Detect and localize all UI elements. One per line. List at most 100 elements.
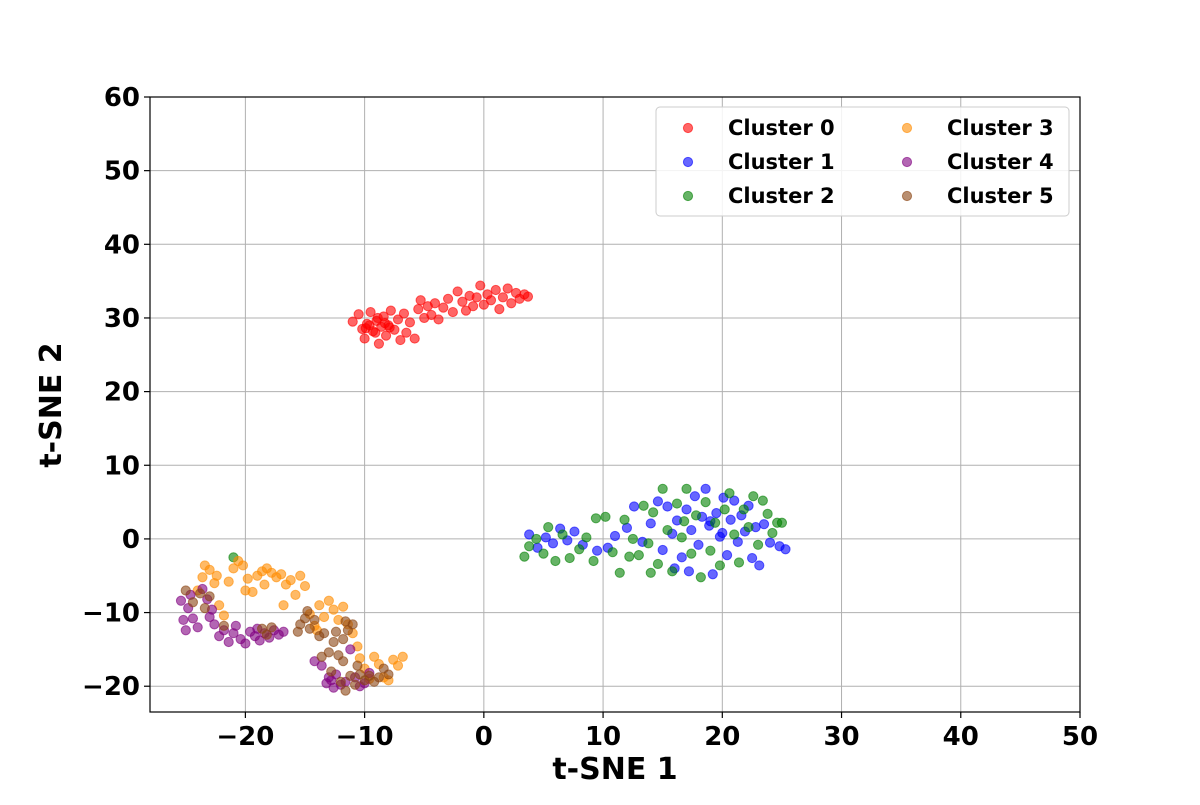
cluster-2-point — [667, 566, 678, 577]
cluster-0-point — [359, 333, 370, 344]
cluster-2-point — [676, 532, 687, 543]
cluster-5-point — [309, 614, 320, 626]
cluster-3-point — [323, 595, 334, 606]
cluster-1-point — [686, 524, 697, 536]
cluster-3-point — [278, 600, 289, 611]
cluster-2-point — [524, 541, 535, 552]
cluster-2-point — [752, 539, 764, 550]
cluster-1-point — [547, 538, 559, 549]
cluster-4-point — [254, 635, 265, 646]
cluster-4-point — [228, 628, 239, 639]
y-tick-label: 50 — [104, 157, 140, 187]
cluster-1-point — [758, 519, 770, 530]
cluster-4-point — [209, 619, 220, 630]
cluster-4-point — [223, 636, 234, 648]
y-tick-label: 0 — [122, 525, 140, 555]
cluster-2-point — [645, 567, 656, 578]
cluster-3-point — [299, 580, 311, 592]
cluster-2-point — [643, 538, 654, 549]
cluster-0-point — [395, 334, 406, 346]
cluster-4-point — [328, 682, 339, 693]
cluster-1-point — [683, 566, 695, 577]
cluster-0-point — [398, 308, 410, 319]
cluster-0-point — [485, 295, 497, 306]
cluster-5-point — [326, 666, 337, 677]
cluster-3-point — [369, 651, 380, 662]
legend-marker-cluster-1 — [682, 156, 694, 168]
cluster-5-point — [187, 597, 199, 608]
cluster-2-point — [729, 529, 740, 540]
cluster-0-point — [457, 296, 468, 307]
cluster-2-point — [690, 510, 702, 521]
cluster-4-point — [278, 626, 289, 637]
cluster-0-point — [426, 309, 437, 321]
cluster-0-point — [413, 304, 424, 315]
x-tick-label: 20 — [704, 722, 740, 752]
cluster-2-point — [748, 491, 759, 502]
cluster-3-point — [392, 660, 404, 671]
cluster-2-point — [531, 533, 542, 545]
cluster-2-point — [757, 495, 768, 506]
cluster-4-point — [240, 638, 251, 649]
y-tick-label: −10 — [82, 599, 140, 629]
cluster-5-point — [316, 651, 327, 662]
cluster-5-point — [218, 620, 230, 631]
cluster-2-point — [543, 522, 554, 533]
cluster-1-point — [569, 526, 580, 537]
cluster-0-point — [415, 295, 426, 306]
cluster-1-point — [628, 501, 640, 512]
cluster-3-point — [328, 604, 339, 615]
cluster-5-point — [338, 656, 349, 667]
legend-marker-cluster-3 — [901, 122, 913, 134]
cluster-4-point — [175, 595, 187, 606]
cluster-1-point — [657, 544, 668, 556]
cluster-0-point — [442, 293, 454, 304]
cluster-2-point — [762, 508, 773, 519]
cluster-3-point — [295, 570, 306, 581]
cluster-2-point — [738, 504, 749, 515]
cluster-3-point — [218, 610, 230, 621]
cluster-2-point — [538, 548, 549, 559]
x-axis-ticks: −20 −10 0 10 20 30 40 50 — [216, 712, 1098, 752]
cluster-5-point — [261, 629, 272, 640]
cluster-2-point — [624, 551, 635, 562]
cluster-3-point — [397, 651, 408, 662]
cluster-0-point — [385, 305, 396, 316]
cluster-2-point — [581, 532, 592, 543]
cluster-2-point — [564, 552, 575, 564]
cluster-0-point — [452, 286, 463, 297]
cluster-1-point — [540, 532, 551, 543]
cluster-2-point — [700, 496, 711, 508]
cluster-1-point — [707, 569, 718, 580]
cluster-1-point — [717, 527, 728, 539]
cluster-5-point — [199, 603, 210, 614]
legend-box — [655, 106, 1070, 217]
cluster-3-point — [228, 563, 239, 574]
cluster-0-point — [522, 291, 534, 302]
y-axis-label: t-SNE 2 — [34, 342, 69, 467]
y-tick-label: 60 — [104, 83, 140, 113]
cluster-0-point — [471, 292, 482, 303]
cluster-2-point — [776, 517, 788, 528]
cluster-2-point — [614, 567, 625, 578]
cluster-1-point — [764, 537, 776, 548]
cluster-0-point — [433, 314, 444, 325]
cluster-5-point — [338, 633, 349, 645]
cluster-0-point — [392, 314, 404, 325]
cluster-5-point — [340, 685, 351, 696]
cluster-2-point — [705, 545, 716, 556]
cluster-3-point — [318, 611, 330, 623]
cluster-5-point — [335, 676, 346, 687]
x-tick-label: 10 — [585, 722, 621, 752]
cluster-4-point — [192, 622, 203, 633]
legend-label-cluster-3: Cluster 3 — [947, 116, 1054, 140]
cluster-5-point — [383, 669, 394, 680]
x-tick-label: 0 — [475, 722, 493, 752]
cluster-0-point — [475, 280, 486, 291]
cluster-2-point — [743, 522, 754, 533]
cluster-3-point — [204, 564, 215, 575]
cluster-0-point — [497, 292, 509, 303]
cluster-1-point — [693, 539, 704, 550]
